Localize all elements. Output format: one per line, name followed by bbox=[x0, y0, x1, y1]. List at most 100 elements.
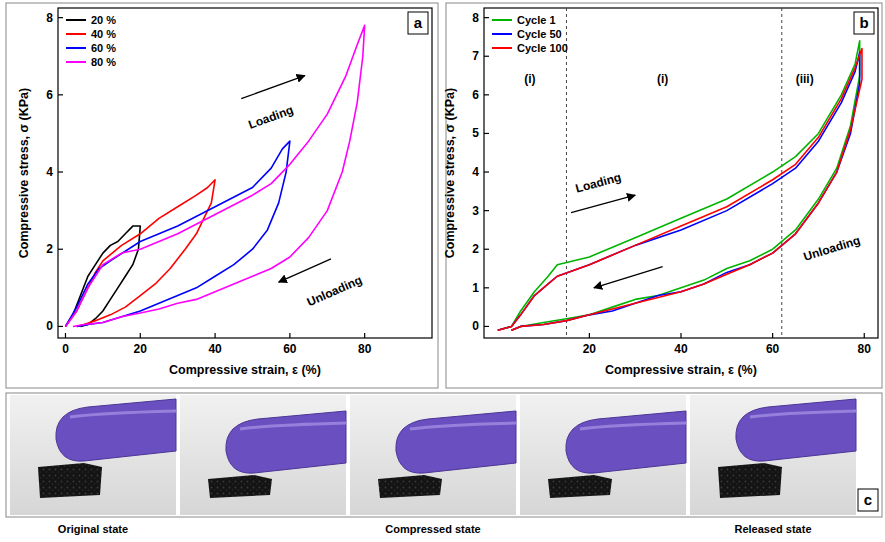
y-tick-label: 8 bbox=[472, 11, 479, 25]
legend-swatch bbox=[66, 47, 86, 49]
y-tick bbox=[484, 133, 489, 134]
annotation: Unloading bbox=[305, 273, 364, 310]
annotation: (i) bbox=[524, 72, 535, 86]
finger bbox=[736, 399, 856, 461]
y-tick-label: 3 bbox=[472, 204, 479, 218]
legend-label: 80 % bbox=[91, 56, 116, 68]
y-tick bbox=[58, 326, 63, 327]
photo-caption: Compressed state bbox=[385, 523, 480, 535]
panel-letter-box bbox=[858, 489, 878, 511]
finger-highlight bbox=[750, 411, 856, 417]
photo-background bbox=[350, 395, 516, 515]
legend-label: 40 % bbox=[91, 28, 116, 40]
panel-letter: a bbox=[414, 14, 423, 31]
legend-swatch bbox=[492, 47, 512, 49]
y-tick-label: 2 bbox=[472, 242, 479, 256]
x-tick bbox=[864, 333, 865, 338]
y-tick-label: 1 bbox=[472, 281, 479, 295]
y-axis-title: Compressive stress, σ (KPa) bbox=[443, 88, 457, 258]
sponge bbox=[208, 475, 272, 498]
photo-caption: Original state bbox=[58, 523, 128, 535]
y-tick bbox=[484, 210, 489, 211]
panel-letter: c bbox=[864, 491, 872, 508]
region-divider bbox=[566, 8, 567, 338]
y-tick-label: 2 bbox=[46, 242, 53, 256]
y-tick bbox=[58, 94, 63, 95]
x-tick-label: 20 bbox=[134, 342, 148, 356]
photo bbox=[520, 395, 686, 515]
finger-highlight bbox=[580, 423, 686, 429]
annotation: (i) bbox=[657, 72, 668, 86]
panel-border bbox=[6, 3, 438, 388]
x-tick bbox=[680, 333, 681, 338]
finger-highlight bbox=[70, 411, 176, 417]
photo bbox=[690, 395, 856, 515]
y-tick bbox=[484, 56, 489, 57]
sponge bbox=[548, 475, 612, 498]
y-tick bbox=[58, 17, 63, 18]
legend-label: 60 % bbox=[91, 42, 116, 54]
series-line bbox=[498, 52, 860, 330]
annotation: Loading bbox=[247, 103, 296, 132]
y-tick-label: 5 bbox=[472, 126, 479, 140]
finger-highlight bbox=[240, 423, 346, 429]
y-tick-label: 0 bbox=[472, 319, 479, 333]
y-tick-label: 4 bbox=[472, 165, 479, 179]
photo-background bbox=[520, 395, 686, 515]
annotation-arrow bbox=[241, 76, 305, 99]
panel-letter: b bbox=[859, 14, 868, 31]
x-tick bbox=[364, 333, 365, 338]
photo bbox=[180, 395, 346, 515]
plot-frame bbox=[484, 8, 878, 338]
finger-highlight bbox=[410, 423, 516, 429]
panel-border bbox=[446, 3, 882, 388]
annotation-arrow bbox=[571, 195, 635, 212]
y-tick bbox=[484, 287, 489, 288]
panel: 02040608002468Compressive strain, ε (%)C… bbox=[6, 3, 438, 388]
y-tick bbox=[484, 249, 489, 250]
legend-swatch bbox=[492, 33, 512, 35]
series-line bbox=[498, 49, 862, 331]
legend-label: Cycle 1 bbox=[517, 14, 556, 26]
photo-background bbox=[10, 395, 176, 515]
x-tick-label: 80 bbox=[858, 342, 872, 356]
photo-background bbox=[180, 395, 346, 515]
y-tick bbox=[484, 171, 489, 172]
y-tick bbox=[484, 17, 489, 18]
x-tick-label: 40 bbox=[674, 342, 688, 356]
legend-label: Cycle 50 bbox=[517, 28, 562, 40]
legend-label: 20 % bbox=[91, 14, 116, 26]
y-tick bbox=[58, 249, 63, 250]
y-axis-title: Compressive stress, σ (KPa) bbox=[17, 88, 31, 258]
photo-background bbox=[690, 395, 856, 515]
panel: 20406080012345678Compressive strain, ε (… bbox=[443, 3, 882, 388]
y-tick bbox=[484, 94, 489, 95]
panel-letter-box bbox=[854, 12, 874, 34]
data-area bbox=[498, 8, 862, 338]
x-tick-label: 60 bbox=[766, 342, 780, 356]
x-axis-title: Compressive strain, ε (%) bbox=[605, 363, 757, 377]
y-tick bbox=[484, 326, 489, 327]
x-tick bbox=[140, 333, 141, 338]
x-tick-label: 80 bbox=[358, 342, 372, 356]
finger bbox=[56, 399, 176, 461]
photo bbox=[350, 395, 516, 515]
legend-label: Cycle 100 bbox=[517, 42, 568, 54]
x-tick-label: 20 bbox=[583, 342, 597, 356]
series-line bbox=[65, 25, 364, 326]
x-axis-title: Compressive strain, ε (%) bbox=[169, 363, 321, 377]
y-tick-label: 4 bbox=[46, 165, 53, 179]
figure: 02040608002468Compressive strain, ε (%)C… bbox=[0, 0, 885, 542]
series-line bbox=[65, 180, 215, 327]
photo-strip: c Original state Compressed state Released … bbox=[6, 393, 882, 535]
photo bbox=[10, 395, 176, 515]
y-tick-label: 0 bbox=[46, 319, 53, 333]
annotation-arrow bbox=[594, 267, 663, 288]
photo-caption: Released state bbox=[734, 523, 811, 535]
legend-swatch bbox=[66, 33, 86, 35]
sponge bbox=[378, 475, 442, 498]
finger bbox=[396, 411, 516, 473]
plot-frame bbox=[58, 8, 432, 338]
finger bbox=[226, 411, 346, 473]
sponge bbox=[38, 463, 102, 498]
